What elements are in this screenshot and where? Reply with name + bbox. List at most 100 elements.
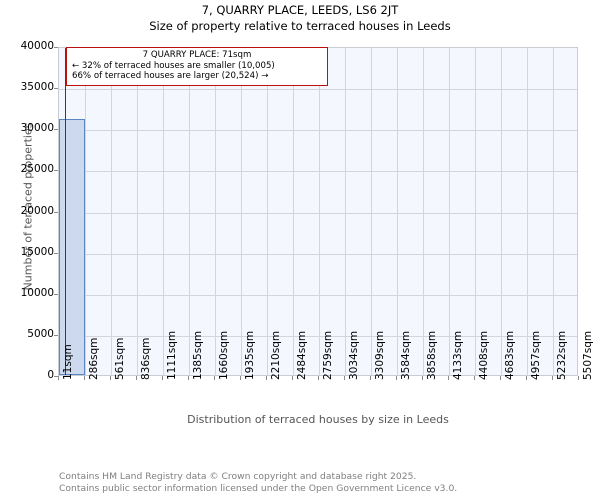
x-axis-tick-mark <box>474 376 475 380</box>
gridline-vertical <box>267 48 268 375</box>
x-axis-tick-label: 4133sqm <box>452 330 464 380</box>
annotation-property-label: 7 QUARRY PLACE: 71sqm <box>142 50 252 60</box>
gridline-horizontal <box>59 130 577 132</box>
x-axis-tick-mark <box>240 376 241 380</box>
y-axis-tick-mark <box>54 211 58 213</box>
x-axis-tick-mark <box>552 376 553 380</box>
x-axis-tick-mark <box>110 376 111 380</box>
x-axis-tick-label: 1660sqm <box>218 330 230 380</box>
x-axis-tick-mark <box>136 376 137 380</box>
gridline-vertical <box>449 48 450 375</box>
gridline-horizontal <box>59 89 577 91</box>
gridline-vertical <box>189 48 190 375</box>
gridline-vertical <box>111 48 112 375</box>
y-axis-tick-label: 20000 <box>20 204 54 217</box>
chart-subtitle: Size of property relative to terraced ho… <box>149 19 451 33</box>
x-axis-tick-label: 561sqm <box>114 337 126 380</box>
gridline-vertical <box>423 48 424 375</box>
gridline-vertical <box>397 48 398 375</box>
x-axis-tick-mark <box>162 376 163 380</box>
y-axis-tick-mark <box>54 47 58 48</box>
gridline-vertical <box>501 48 502 375</box>
x-axis-tick-label: 2759sqm <box>322 330 334 380</box>
property-marker-line <box>64 48 67 375</box>
x-axis-tick-label: 1935sqm <box>244 330 256 380</box>
x-axis-tick-label: 3858sqm <box>426 330 438 380</box>
gridline-vertical <box>137 48 138 375</box>
gridline-vertical <box>319 48 320 375</box>
annotation-smaller-text: ← 32% of terraced houses are smaller (10… <box>72 60 275 71</box>
y-axis-tick-mark <box>54 252 58 254</box>
x-axis-tick-mark <box>422 376 423 380</box>
x-axis-tick-label: 836sqm <box>140 337 152 380</box>
gridline-vertical <box>85 48 86 375</box>
gridline-vertical <box>215 48 216 375</box>
y-axis-tick-mark <box>54 376 58 377</box>
y-axis-tick-label: 35000 <box>20 81 54 94</box>
x-axis-tick-label: 5232sqm <box>556 330 568 380</box>
x-axis-tick-mark <box>318 376 319 380</box>
gridline-vertical <box>527 48 528 375</box>
y-axis-tick-mark <box>54 293 58 295</box>
x-axis-tick-mark <box>396 376 397 380</box>
x-axis-tick-mark <box>188 376 189 380</box>
x-axis-tick-mark <box>214 376 215 380</box>
x-axis-tick-label: 3584sqm <box>400 330 412 380</box>
x-axis-tick-label: 5507sqm <box>582 330 594 380</box>
y-axis-tick-label: 5000 <box>27 327 54 340</box>
gridline-vertical <box>345 48 346 375</box>
y-axis-tick-label: 10000 <box>20 286 54 299</box>
x-axis-tick-label: 2484sqm <box>296 330 308 380</box>
gridline-horizontal <box>59 335 577 337</box>
y-axis-tick-mark <box>54 170 58 172</box>
x-axis-tick-label: 4683sqm <box>504 330 516 380</box>
gridline-vertical <box>371 48 372 375</box>
gridline-horizontal <box>59 294 577 296</box>
gridline-horizontal <box>59 171 577 173</box>
y-axis-tick-label: 30000 <box>20 122 54 135</box>
x-axis-tick-label: 3309sqm <box>374 330 386 380</box>
gridline-vertical <box>293 48 294 375</box>
y-axis-tick-mark <box>54 129 58 131</box>
x-axis-tick-mark <box>578 376 579 380</box>
gridline-vertical <box>163 48 164 375</box>
x-axis-tick-label: 286sqm <box>88 337 100 380</box>
gridline-vertical <box>475 48 476 375</box>
x-axis-tick-label: 3034sqm <box>348 330 360 380</box>
x-axis-tick-label: 11sqm <box>62 344 74 380</box>
x-axis-tick-mark <box>266 376 267 380</box>
annotation-larger-text: 66% of terraced houses are larger (20,52… <box>72 71 269 81</box>
x-axis-tick-mark <box>500 376 501 380</box>
y-axis-tick-mark <box>54 88 58 90</box>
x-axis-tick-mark <box>448 376 449 380</box>
page-title: 7, QUARRY PLACE, LEEDS, LS6 2JT <box>201 3 399 17</box>
plot-area <box>58 47 578 376</box>
x-axis-tick-label: 4408sqm <box>478 330 490 380</box>
gridline-vertical <box>241 48 242 375</box>
y-axis-tick-label: 25000 <box>20 163 54 176</box>
x-axis-tick-mark <box>370 376 371 380</box>
gridline-vertical <box>553 48 554 375</box>
gridline-horizontal <box>59 253 577 255</box>
x-axis-tick-label: 4957sqm <box>530 330 542 380</box>
x-axis-tick-mark <box>344 376 345 380</box>
x-axis-title: Distribution of terraced houses by size … <box>187 413 449 426</box>
bar <box>59 119 85 375</box>
x-axis-tick-mark <box>84 376 85 380</box>
y-axis-tick-label: 0 <box>47 369 54 381</box>
property-annotation-box: 7 QUARRY PLACE: 71sqm ← 32% of terraced … <box>66 47 328 86</box>
y-axis-tick-label: 40000 <box>20 40 54 52</box>
x-axis-tick-label: 1385sqm <box>192 330 204 380</box>
footer-attribution: Contains HM Land Registry data © Crown c… <box>59 471 457 494</box>
y-axis-tick-label: 15000 <box>20 245 54 258</box>
x-axis-tick-mark <box>58 376 59 380</box>
y-axis-tick-mark <box>54 334 58 336</box>
x-axis-tick-label: 2210sqm <box>270 330 282 380</box>
x-axis-tick-mark <box>526 376 527 380</box>
x-axis-tick-label: 1111sqm <box>166 330 178 380</box>
footer-line-2: Contains public sector information licen… <box>59 482 458 494</box>
gridline-horizontal <box>59 212 577 214</box>
x-axis-tick-mark <box>292 376 293 380</box>
footer-line-1: Contains HM Land Registry data © Crown c… <box>59 471 417 482</box>
